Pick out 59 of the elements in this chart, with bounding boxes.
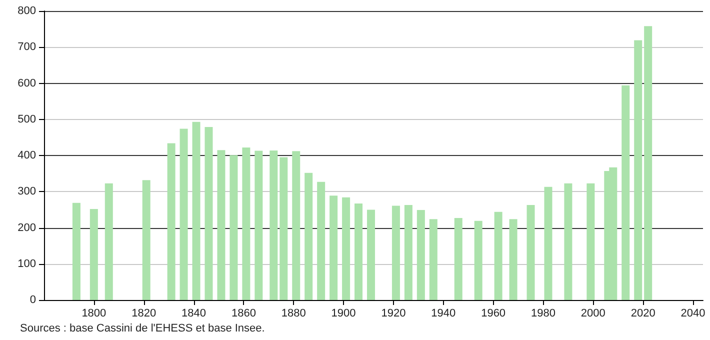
bar bbox=[474, 220, 482, 300]
x-tick-label: 1900 bbox=[331, 308, 356, 320]
y-tick-label: 700 bbox=[18, 41, 36, 54]
bar bbox=[242, 148, 250, 300]
x-tick-label: 1920 bbox=[381, 308, 406, 320]
bar bbox=[622, 85, 630, 300]
bar bbox=[90, 208, 98, 300]
y-tick-label: 300 bbox=[18, 186, 36, 198]
bar bbox=[564, 183, 572, 300]
bar bbox=[142, 180, 150, 300]
bar bbox=[292, 151, 300, 300]
bar bbox=[404, 204, 412, 300]
bar bbox=[429, 219, 438, 300]
x-tick-label: 1940 bbox=[431, 308, 456, 320]
y-tick-label: 100 bbox=[18, 258, 36, 270]
y-tick-label: 0 bbox=[30, 294, 36, 306]
bar bbox=[509, 219, 518, 300]
bar bbox=[317, 182, 326, 300]
y-tick-label: 400 bbox=[18, 150, 36, 162]
bar bbox=[72, 202, 80, 300]
bar bbox=[494, 212, 502, 300]
bar bbox=[280, 157, 288, 300]
x-tick-label: 1860 bbox=[231, 308, 256, 320]
source-note: Sources : base Cassini de l'EHESS et base Insee. bbox=[20, 322, 265, 334]
bar bbox=[454, 218, 462, 300]
x-tick-label: 2000 bbox=[580, 308, 606, 320]
bar bbox=[416, 210, 425, 300]
x-tick-label: 1800 bbox=[82, 308, 106, 320]
bar bbox=[342, 197, 350, 300]
bar bbox=[180, 128, 188, 300]
bar bbox=[167, 143, 176, 300]
bar bbox=[270, 150, 278, 300]
bar bbox=[526, 204, 535, 300]
bar bbox=[544, 186, 552, 300]
y-tick-label: 800 bbox=[18, 5, 36, 17]
bar bbox=[254, 150, 263, 300]
bar bbox=[104, 183, 113, 300]
bar bbox=[367, 210, 376, 300]
bar bbox=[644, 26, 652, 300]
bar bbox=[304, 172, 313, 300]
bar bbox=[192, 122, 200, 300]
x-tick-label: 1840 bbox=[182, 308, 206, 320]
y-tick-label: 600 bbox=[18, 77, 36, 90]
bar bbox=[586, 183, 595, 300]
bar bbox=[217, 150, 226, 300]
x-tick-label: 1880 bbox=[281, 308, 306, 320]
y-tick-label: 200 bbox=[18, 222, 36, 234]
bar bbox=[354, 204, 363, 300]
x-tick-label: 2040 bbox=[680, 308, 706, 320]
bar bbox=[330, 196, 338, 300]
x-tick-label: 1960 bbox=[481, 308, 506, 320]
x-tick-label: 2020 bbox=[630, 308, 656, 320]
bar bbox=[634, 40, 642, 300]
x-tick-label: 1820 bbox=[132, 308, 156, 320]
bar bbox=[230, 155, 238, 300]
x-tick-label: 1980 bbox=[531, 308, 556, 320]
bar bbox=[204, 126, 213, 300]
y-tick-label: 500 bbox=[18, 113, 36, 126]
bar bbox=[392, 206, 400, 300]
